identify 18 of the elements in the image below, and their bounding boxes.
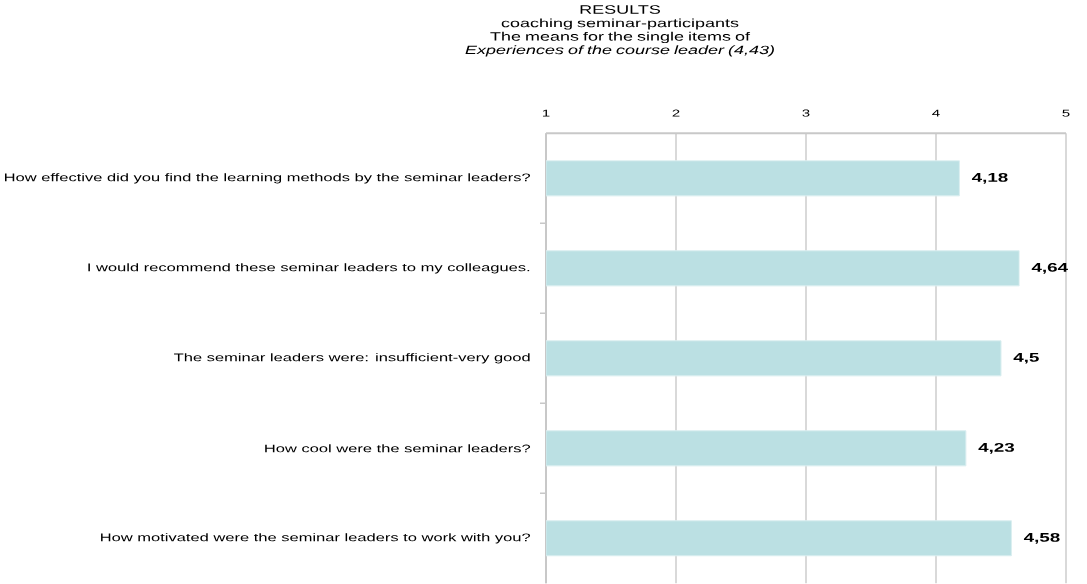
chart-title: RESULTS [580, 5, 661, 14]
x-tick-label: 1 [542, 109, 550, 117]
x-tick-label: 3 [802, 109, 810, 117]
data-label: 4,5 [1013, 353, 1039, 364]
data-label: 4,23 [978, 442, 1015, 454]
y-tick-label: I would recommend these seminar leaders to my colleagues. [88, 263, 530, 274]
y-tick-label: How cool were the seminar leaders? [265, 444, 531, 453]
text: The means for the single items of Experiences of the course leader (4,43) [465, 31, 774, 57]
x-tick-label: 2 [672, 109, 680, 117]
y-tick-label: How effective did you find the learning methods by the seminar leaders? [5, 173, 531, 184]
x-tick-label: 4 [932, 109, 940, 117]
data-label: 4,18 [971, 172, 1008, 184]
data-label: 4,58 [1023, 532, 1060, 544]
y-tick-label: The seminar leaders were: insufficient-very good [174, 353, 530, 364]
x-tick-label: 5 [1062, 109, 1070, 117]
y-tick-label: How motivated were the seminar leaders to work with you? [101, 533, 531, 544]
chart-subtitle: coaching seminar-participants [501, 18, 739, 30]
data-label: 4,64 [1031, 262, 1068, 274]
